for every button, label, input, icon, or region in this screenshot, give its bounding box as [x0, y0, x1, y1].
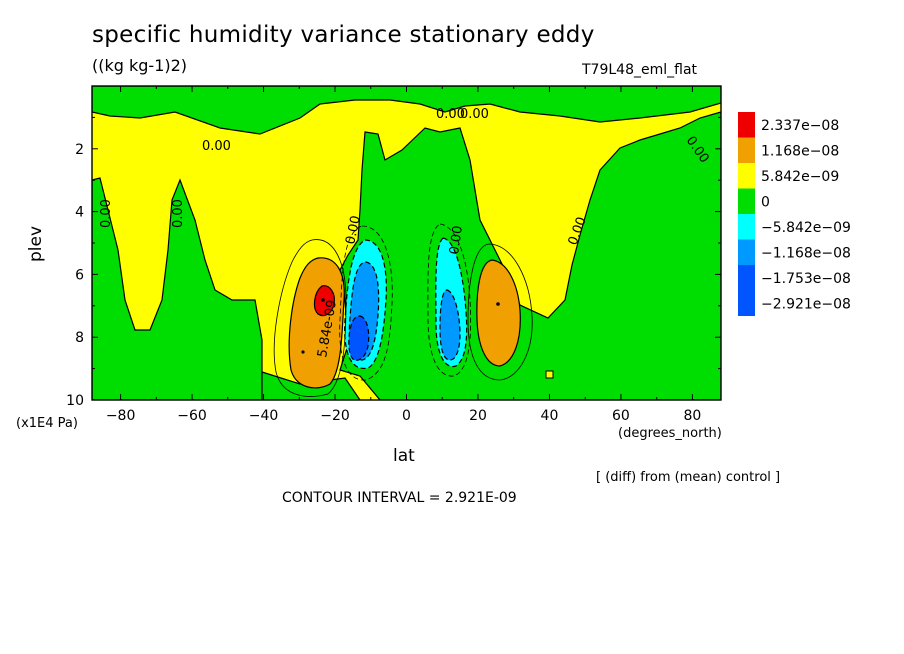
y-tick-label: 4: [75, 205, 84, 221]
axes: −80 −60 −40 −20 0 20 40 60 80 2 4 6 8 10: [66, 86, 721, 424]
contour-label: 0.00: [447, 225, 466, 256]
diff-note: [ (diff) from (mean) control ]: [596, 470, 781, 485]
x-tick-label: −40: [249, 408, 279, 424]
chart-units: ((kg kg-1)2): [92, 56, 188, 75]
contour-label: 0.00: [171, 199, 186, 228]
y-tick-label: 6: [75, 267, 84, 283]
contour-fill: [92, 86, 721, 400]
contour-label: 0.00: [202, 139, 231, 154]
max-marker-north: [496, 302, 500, 306]
contour-label: 0.00: [436, 107, 465, 122]
x-tick-label: −60: [177, 408, 207, 424]
colorbar-label: −1.168e−08: [761, 245, 851, 261]
contour-label: 0.00: [460, 107, 489, 122]
fill-yellow-speck: [545, 370, 554, 379]
y-tick-label: 10: [66, 393, 84, 409]
colorbar-swatch: [738, 290, 755, 316]
colorbar-swatch: [738, 214, 755, 240]
colorbar-swatch: [738, 188, 755, 214]
colorbar-label: 2.337e−08: [761, 118, 839, 134]
x-tick-label: −80: [106, 408, 136, 424]
colorbar-label: −5.842e−09: [761, 220, 851, 236]
contour-pos-south: [273, 239, 347, 397]
fill-green-west: [92, 177, 263, 400]
colorbar-label: −2.921e−08: [761, 296, 851, 312]
x-tick-label: 60: [612, 408, 630, 424]
contour-neg-south: [339, 225, 393, 381]
colorbar-swatch: [738, 163, 755, 189]
fill-orange-north: [476, 259, 521, 367]
colorbar-swatch: [738, 137, 755, 163]
x-tick-label: 80: [683, 408, 701, 424]
fill-green-top: [92, 86, 721, 135]
x-tick-label: −20: [320, 408, 350, 424]
colorbar-label: 0: [761, 194, 770, 210]
colorbar-swatch: [738, 112, 755, 138]
x-axis-units: (degrees_north): [618, 426, 722, 441]
x-tick-label: 40: [541, 408, 559, 424]
contour-interval: CONTOUR INTERVAL = 2.921E-09: [282, 490, 517, 506]
contour-labels: 0.00 0.00 0.00 0.00 0.00 0.00 0.00 0.00 …: [99, 107, 712, 359]
x-tick-label: 0: [402, 408, 411, 424]
colorbar-swatch: [738, 265, 755, 291]
y-tick-label: 2: [75, 142, 84, 158]
colorbar-label: 1.168e−08: [761, 143, 839, 159]
colorbar-label: −1.753e−08: [761, 271, 851, 287]
min-marker-south: [321, 298, 325, 302]
contour-label: 0.00: [99, 199, 114, 228]
extremum-marker: [301, 350, 305, 354]
fill-deepblue-south: [348, 315, 370, 361]
y-tick-label: 8: [75, 330, 84, 346]
y-axis-units: (x1E4 Pa): [16, 416, 78, 431]
fill-blue-north: [439, 289, 461, 361]
chart-title: specific humidity variance stationary ed…: [92, 22, 595, 48]
contour-pos-north: [467, 243, 533, 381]
colorbar: 2.337e−08 1.168e−08 5.842e−09 0 −5.842e−09 −1…: [738, 112, 851, 316]
contour-label: 0.00: [343, 214, 364, 245]
colorbar-label: 5.842e−09: [761, 169, 839, 185]
colorbar-swatch: [738, 239, 755, 265]
contour-neg-north: [427, 223, 472, 377]
x-axis-label: lat: [393, 446, 415, 466]
fill-green-east: [339, 111, 721, 400]
x-tick-label: 20: [469, 408, 487, 424]
run-name: T79L48_eml_flat: [582, 62, 698, 78]
